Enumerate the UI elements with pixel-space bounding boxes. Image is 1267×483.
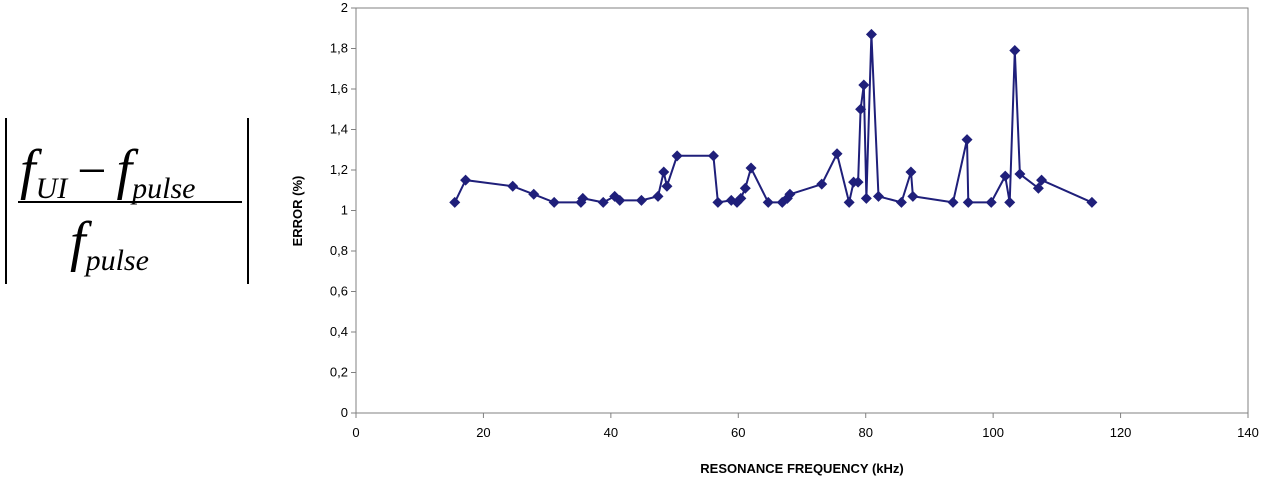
data-point [905,166,917,178]
x-tick-label: 20 [476,425,490,440]
data-point [865,28,877,40]
data-point [735,192,747,204]
data-point [1014,168,1026,180]
data-point [671,150,683,162]
data-point [860,192,872,204]
data-point [597,196,609,208]
svg-text:fUI−fpulse: fUI − fpulse [20,139,195,205]
data-point [1004,196,1016,208]
svg-text:fpulse: fpulse [70,211,149,277]
data-point [652,190,664,202]
formula-sub-ui: UI [36,172,70,205]
x-tick-label: 120 [1110,425,1132,440]
data-point [460,174,472,186]
error-formula: fUI − fpulse fpulse [5,118,249,284]
y-tick-label: 2 [341,0,348,15]
y-axis: 0 0,2 0,4 0,6 0,8 1 1,2 1,4 1,6 1,8 2 [330,0,356,420]
y-tick-label: 0,8 [330,243,348,258]
data-point [577,192,589,204]
x-tick-label: 140 [1237,425,1259,440]
data-point [872,190,884,202]
formula-minus: − [77,143,106,200]
data-point [999,170,1011,182]
data-point [661,180,673,192]
x-tick-label: 80 [858,425,872,440]
data-point [1032,182,1044,194]
y-tick-label: 1,8 [330,41,348,56]
data-point [858,79,870,91]
series-markers [449,28,1098,208]
formula-sub-pulse: pulse [130,172,195,205]
data-point [784,188,796,200]
y-tick-label: 1,4 [330,122,348,137]
data-point [962,196,974,208]
plot-area [355,7,1249,414]
data-point [843,196,855,208]
data-point [1036,174,1048,186]
data-point [548,196,560,208]
data-point [1009,45,1021,57]
data-point [614,194,626,206]
x-axis-title: RESONANCE FREQUENCY (kHz) [700,461,903,476]
x-axis: 0 20 40 60 80 100 120 140 [352,413,1259,440]
y-tick-label: 0,4 [330,324,348,339]
x-tick-label: 60 [731,425,745,440]
y-tick-label: 1,2 [330,162,348,177]
x-tick-label: 0 [352,425,359,440]
formula-den-sub: pulse [84,244,149,277]
data-point [658,166,670,178]
error-chart: 0 0,2 0,4 0,6 0,8 1 1,2 1,4 1,6 1,8 2 0 20 40 60 80 100… [290,0,1259,476]
data-point [739,182,751,194]
y-tick-label: 1 [341,203,348,218]
data-point [745,162,757,174]
data-point [985,196,997,208]
data-point [528,188,540,200]
data-point [635,194,647,206]
data-point [831,148,843,160]
y-tick-label: 0,2 [330,365,348,380]
data-point [852,176,864,188]
data-point [947,196,959,208]
y-tick-label: 0,6 [330,284,348,299]
data-point [816,178,828,190]
data-point [507,180,519,192]
data-point [449,196,461,208]
data-point [712,196,724,208]
y-axis-title: ERROR (%) [290,176,305,247]
x-tick-label: 100 [982,425,1004,440]
data-point [895,196,907,208]
data-point [961,134,973,146]
x-tick-label: 40 [604,425,618,440]
data-point [855,103,867,115]
data-point [762,196,774,208]
data-point [907,190,919,202]
y-tick-label: 0 [341,405,348,420]
data-point [707,150,719,162]
data-point [1086,196,1098,208]
y-tick-label: 1,6 [330,81,348,96]
